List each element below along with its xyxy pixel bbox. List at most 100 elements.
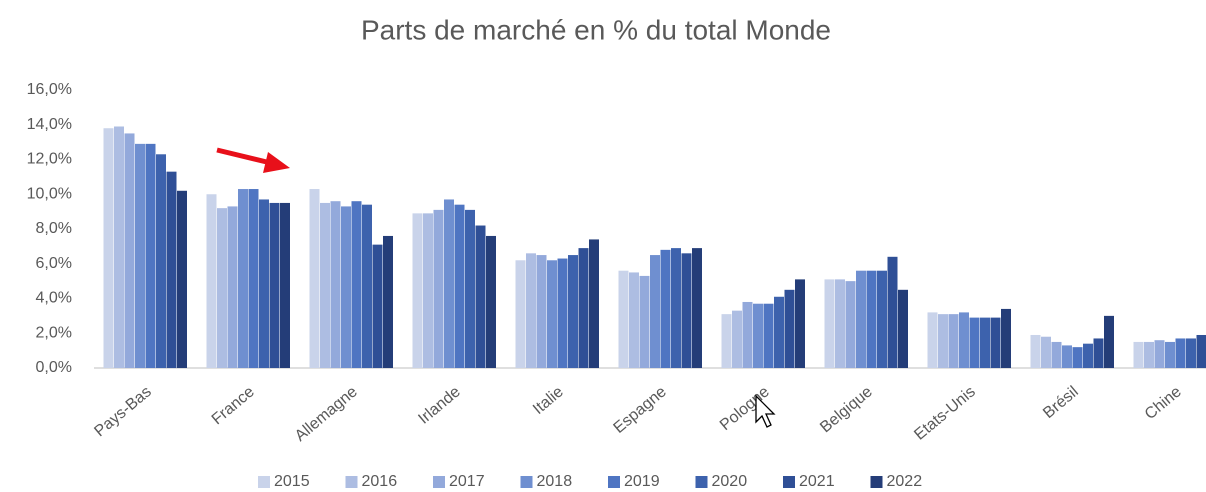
annotations	[216, 147, 776, 428]
red-arrow-head	[263, 152, 290, 173]
bar	[383, 235, 393, 368]
bar	[217, 208, 227, 368]
bar	[330, 201, 341, 368]
bar	[320, 202, 330, 368]
y-tick-label: 10,0%	[27, 185, 72, 202]
bar	[423, 213, 433, 368]
y-tick-label: 14,0%	[27, 116, 72, 133]
bar	[1072, 347, 1083, 368]
y-tick-label: 4,0%	[36, 290, 72, 307]
legend-swatch	[258, 476, 270, 488]
bar	[341, 206, 351, 368]
bar	[938, 314, 948, 368]
legend-label: 2022	[887, 473, 923, 490]
bar	[444, 199, 454, 368]
bar	[927, 312, 938, 368]
bar	[1196, 334, 1206, 368]
bar	[898, 289, 908, 368]
bar	[103, 128, 114, 368]
y-tick-label: 8,0%	[36, 220, 72, 237]
bar	[887, 256, 898, 368]
x-tick-label: Italie	[530, 383, 567, 418]
y-tick-label: 6,0%	[36, 255, 72, 272]
bar	[547, 260, 557, 368]
x-tick-label: Brésil	[1040, 383, 1082, 422]
bar	[206, 194, 217, 368]
bar	[156, 154, 166, 368]
x-tick-label: Allemagne	[292, 383, 361, 445]
legend-label: 2016	[362, 473, 398, 490]
bar	[515, 260, 526, 368]
legend-swatch	[870, 476, 883, 488]
bar	[238, 189, 248, 368]
bar	[362, 204, 372, 368]
legend-label: 2019	[624, 473, 660, 490]
bar	[824, 279, 835, 368]
bar	[1133, 341, 1144, 368]
bar	[568, 255, 578, 368]
bar	[475, 225, 486, 368]
bar	[681, 253, 692, 368]
bar	[660, 249, 671, 368]
bar	[866, 270, 877, 368]
bar	[753, 303, 763, 368]
bar	[671, 248, 681, 368]
legend-swatch	[608, 476, 620, 488]
x-tick-label: Etats-Unis	[911, 383, 978, 443]
bar	[692, 248, 702, 368]
y-tick-label: 0,0%	[36, 359, 72, 376]
legend-swatch	[695, 476, 708, 488]
bar	[309, 189, 320, 368]
bar	[372, 244, 383, 368]
x-tick-label: Pays-Bas	[91, 383, 154, 440]
legend-label: 2018	[537, 473, 573, 490]
bar	[526, 253, 536, 368]
bar	[1051, 341, 1062, 368]
bar	[1041, 336, 1051, 368]
bar	[795, 279, 805, 368]
bar	[454, 204, 465, 368]
bar	[269, 202, 280, 368]
bar	[742, 301, 753, 368]
y-tick-label: 16,0%	[27, 81, 72, 98]
bar	[877, 270, 887, 368]
y-tick-label: 2,0%	[36, 324, 72, 341]
x-tick-label: Chine	[1142, 383, 1185, 423]
bar	[465, 209, 475, 368]
bar	[1030, 334, 1041, 368]
bar	[124, 133, 135, 368]
y-tick-label: 12,0%	[27, 151, 72, 168]
bar	[948, 314, 959, 368]
bar	[227, 206, 238, 368]
x-tick-label: France	[209, 383, 258, 428]
bar	[618, 270, 629, 368]
bar	[1104, 315, 1114, 368]
bar	[1093, 338, 1104, 368]
bar	[557, 258, 568, 368]
bar	[259, 199, 269, 368]
bar	[763, 303, 774, 368]
bar	[589, 239, 599, 368]
bar	[835, 279, 845, 368]
bar	[639, 275, 650, 368]
bar	[578, 248, 589, 368]
bar	[1144, 341, 1154, 368]
legend-label: 2021	[799, 473, 835, 490]
bar	[650, 255, 660, 368]
chart-title: Parts de marché en % du total Monde	[361, 14, 831, 45]
bar	[1175, 338, 1186, 368]
legend-label: 2017	[449, 473, 485, 490]
bar	[980, 317, 990, 368]
red-arrow-shaft	[216, 147, 276, 167]
bar	[1154, 340, 1165, 368]
bar	[845, 281, 856, 368]
x-tick-label: Belgique	[817, 383, 876, 436]
bar	[177, 190, 187, 368]
bar	[774, 296, 784, 368]
bar	[1165, 341, 1175, 368]
bar	[114, 126, 124, 368]
bar	[536, 255, 547, 368]
legend-label: 2020	[712, 473, 748, 490]
